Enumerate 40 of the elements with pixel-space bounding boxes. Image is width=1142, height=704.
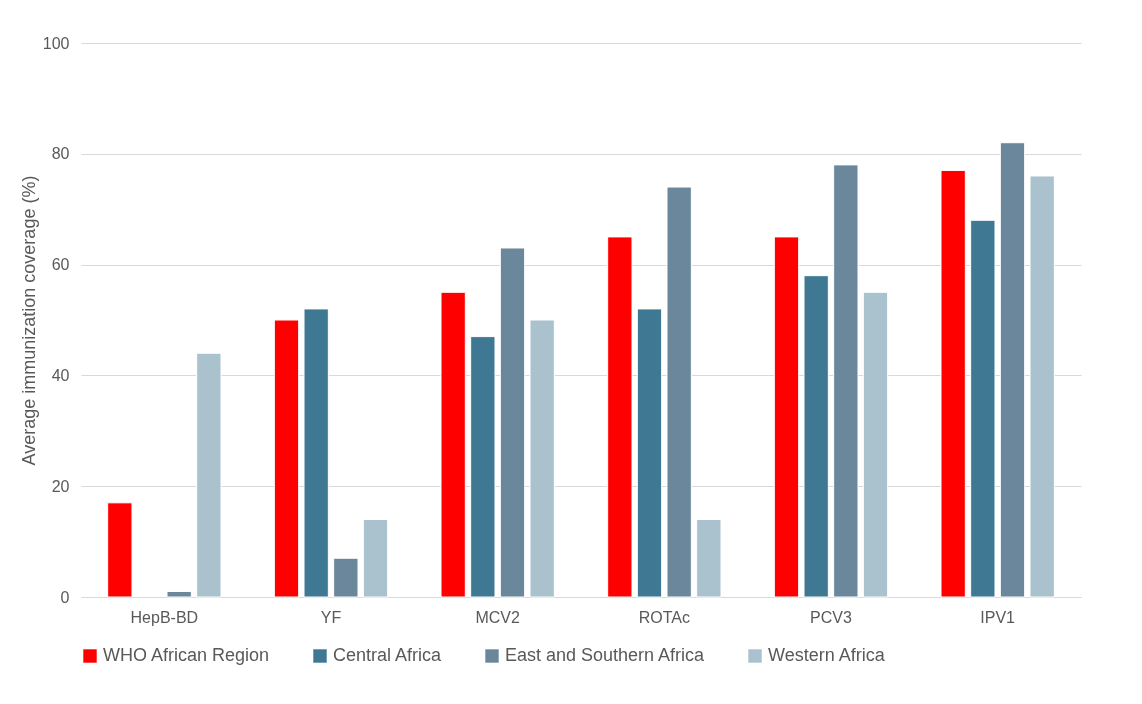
bar — [970, 219, 996, 598]
y-tick-label: 40 — [51, 366, 70, 384]
bar — [440, 291, 466, 598]
bar — [166, 590, 192, 598]
bar — [833, 164, 859, 598]
legend-label: WHO African Region — [103, 645, 270, 665]
bar — [1029, 175, 1055, 598]
y-tick-label: 60 — [51, 256, 70, 274]
x-tick-label: HepB-BD — [130, 608, 199, 626]
bar — [940, 169, 966, 598]
y-tick-label: 0 — [60, 588, 70, 606]
bar — [196, 352, 222, 598]
bar — [107, 502, 133, 598]
bar — [273, 319, 300, 598]
x-tick-label: PCV3 — [810, 608, 852, 626]
x-tick-label: IPV1 — [980, 608, 1016, 626]
y-tick-label: 100 — [42, 34, 70, 52]
x-tick-label: YF — [320, 608, 342, 626]
bar — [303, 308, 329, 598]
legend-label: Western Africa — [768, 645, 886, 665]
bar — [773, 236, 800, 598]
bar — [362, 518, 389, 598]
bar — [499, 247, 526, 598]
bar — [803, 275, 829, 598]
y-tick-label: 80 — [51, 145, 70, 163]
legend-label: East and Southern Africa — [505, 645, 706, 665]
y-tick-label: 20 — [51, 477, 70, 495]
bar — [666, 186, 692, 598]
bar — [696, 518, 722, 598]
x-tick-label: ROTAc — [638, 608, 690, 626]
y-axis-title: Average immunization coverage (%) — [18, 175, 39, 466]
bar — [607, 236, 633, 598]
bar — [529, 319, 555, 598]
x-tick-label: MCV2 — [475, 608, 520, 626]
bar — [333, 557, 359, 598]
bar — [999, 142, 1026, 598]
bar — [470, 336, 496, 598]
bar — [636, 308, 663, 598]
legend-label: Central Africa — [333, 645, 443, 665]
bar — [862, 291, 889, 598]
